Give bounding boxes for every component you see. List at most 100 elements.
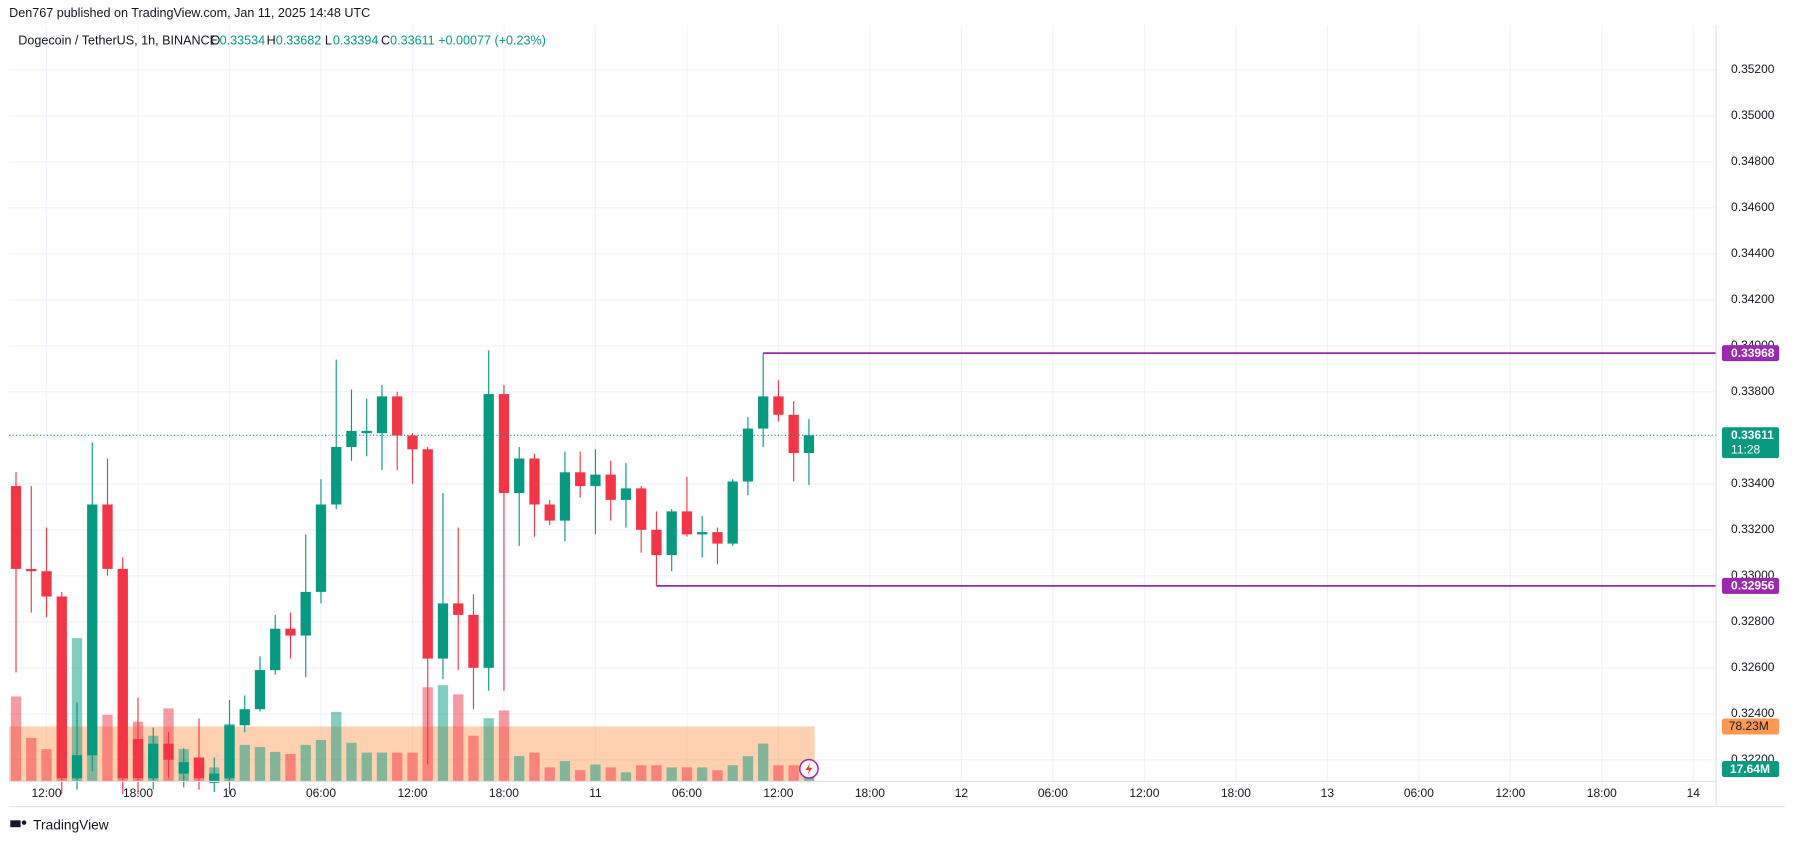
x-tick-label: 12:00: [31, 786, 61, 800]
candle-body: [102, 504, 113, 569]
volume-bar: [26, 737, 37, 782]
volume-ma-box: [1721, 718, 1780, 735]
candle-body: [697, 532, 708, 535]
publisher: Den767 published on TradingView.com, Jan…: [9, 6, 370, 20]
candle-body: [148, 743, 159, 779]
price-labels: 0.322000.324000.326000.328000.330000.332…: [31, 62, 1780, 800]
volume-last-box: [1721, 761, 1780, 778]
x-tick-label: 06:00: [672, 786, 702, 800]
x-tick-label: 18:00: [123, 786, 153, 800]
volume-bar: [10, 696, 22, 782]
candle-body: [132, 739, 144, 779]
volume-bar: [254, 747, 266, 782]
volume-bar: [315, 739, 327, 782]
candle-body: [41, 571, 52, 597]
ohlc-value: 0.33682: [276, 34, 321, 48]
symbol: Dogecoin / TetherUS, 1h, BINANCE: [18, 34, 218, 48]
candle-body: [758, 396, 769, 429]
x-tick-label: 12: [955, 786, 969, 800]
level-label-box: [1721, 577, 1780, 594]
candle-body: [529, 458, 540, 505]
y-tick-label: 0.32400: [1731, 706, 1775, 720]
x-tick-label: 12:00: [1129, 786, 1159, 800]
volume-bar: [636, 765, 647, 782]
logo: [10, 820, 27, 828]
volume-bar: [102, 714, 113, 782]
plot: [9, 350, 1717, 795]
x-tick-label: 18:00: [489, 786, 519, 800]
volume-bar: [590, 764, 601, 782]
x-tick-label: 12:00: [1495, 786, 1525, 800]
volume-bar: [742, 756, 754, 782]
candle-body: [346, 430, 357, 447]
ohlc-label: C: [381, 34, 390, 48]
y-tick-label: 0.34200: [1731, 292, 1775, 306]
candle-body: [590, 474, 601, 487]
volume-bar: [498, 710, 510, 782]
candle-body: [239, 709, 250, 726]
candle-body: [544, 504, 555, 521]
volume-bar: [300, 744, 311, 782]
volume-bar: [712, 770, 723, 782]
volume-bar: [529, 752, 540, 782]
x-tick-label: 14: [1687, 786, 1701, 800]
volume-bar: [773, 765, 784, 782]
candle-body: [681, 511, 693, 535]
countdown: 11:28: [1731, 442, 1760, 456]
volume-bar: [788, 765, 799, 782]
candle-body: [56, 596, 67, 779]
x-tick-label: 11: [589, 786, 602, 800]
volume-bar: [453, 694, 464, 782]
change: +0.00077 (+0.23%): [438, 34, 546, 48]
candle-body: [224, 725, 235, 779]
candle-body: [300, 591, 311, 636]
volume-bar: [41, 749, 52, 782]
candle-body: [331, 446, 342, 505]
candle-body: [193, 757, 205, 779]
candle-body: [575, 472, 586, 487]
candle-body: [742, 428, 754, 482]
candle-body: [285, 628, 296, 636]
alert-icon-bolt: [805, 763, 813, 775]
candle-body: [651, 529, 662, 556]
candle-body: [87, 504, 98, 756]
volume-bar: [651, 765, 662, 782]
volume-bar: [605, 767, 616, 782]
volume-bar: [392, 752, 403, 782]
volume-bar: [407, 752, 418, 782]
volume-bar: [483, 718, 494, 782]
candle-body: [422, 449, 433, 659]
y-tick-label: 0.32800: [1731, 614, 1775, 628]
volume-bar: [331, 711, 342, 782]
volume-bar: [285, 754, 296, 782]
candle-body: [803, 435, 815, 453]
candle-body: [437, 603, 449, 659]
candle-body: [636, 488, 647, 530]
x-tick-label: 18:00: [1221, 786, 1251, 800]
x-tick-label: 06:00: [306, 786, 336, 800]
x-tick-label: 06:00: [1038, 786, 1068, 800]
candle-body: [392, 396, 403, 436]
volume-bar: [697, 767, 708, 782]
candle-body: [407, 435, 418, 450]
candle-body: [71, 755, 83, 779]
volume-bar: [666, 767, 677, 782]
volume-bar: [376, 752, 388, 782]
candle-body: [453, 603, 464, 615]
ohlc-label: L: [325, 34, 332, 48]
candle-body: [666, 511, 677, 556]
x-tick-label: 12:00: [763, 786, 793, 800]
y-tick-label: 0.34800: [1731, 154, 1775, 168]
level-label: 0.33968: [1731, 346, 1775, 360]
candle-body: [361, 430, 372, 434]
volume-bar: [346, 742, 357, 782]
volume-bar: [727, 765, 738, 782]
candle-body: [712, 532, 723, 544]
volume-bar: [437, 685, 449, 782]
candle-body: [605, 474, 616, 500]
ohlc-label: H: [267, 34, 276, 48]
volume-bar: [514, 756, 525, 782]
y-tick-label: 0.35200: [1731, 62, 1775, 76]
